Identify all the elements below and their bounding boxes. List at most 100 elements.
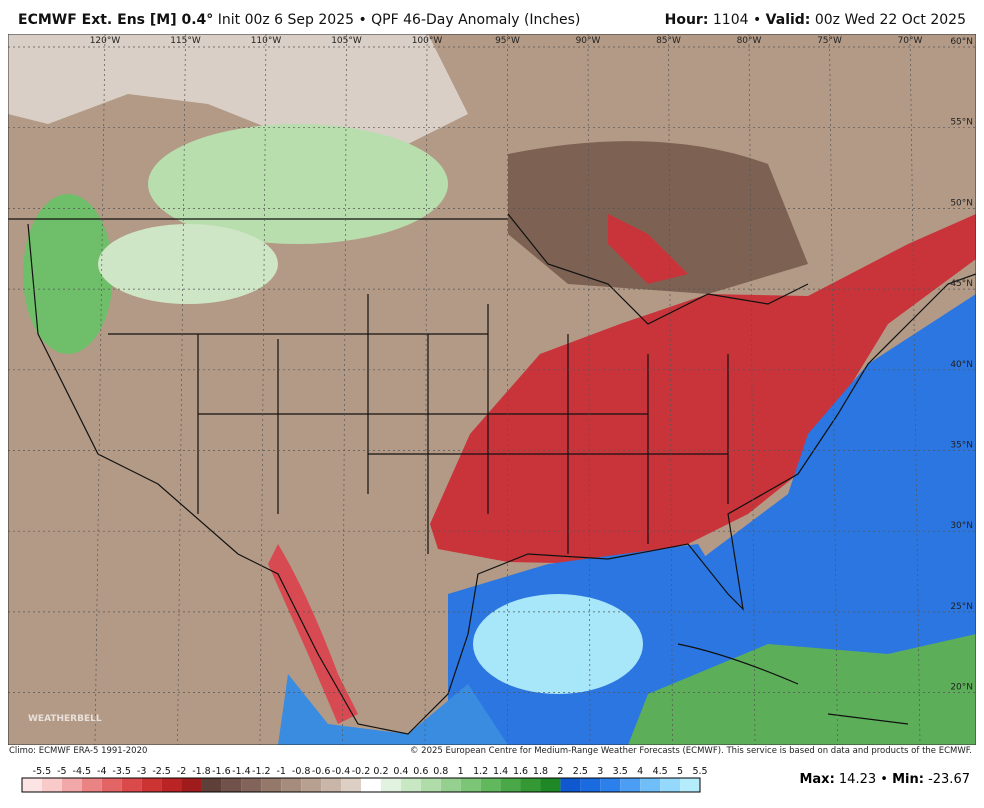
colorbar-label: -0.4: [332, 766, 351, 777]
colorbar-swatch: [101, 778, 122, 792]
meridian: [829, 34, 838, 745]
colorbar-swatch: [520, 778, 541, 792]
colorbar-label: -2: [177, 766, 186, 777]
colorbar-label: 4: [637, 766, 643, 777]
colorbar-swatch: [540, 778, 561, 792]
colorbar-swatch: [420, 778, 441, 792]
colorbar-label: 1.8: [533, 766, 548, 777]
colorbar-swatch: [361, 778, 381, 792]
colorbar-swatch: [161, 778, 182, 792]
colorbar-swatch: [81, 778, 102, 792]
colorbar: -5.5 -5 -4.5 -4 -3.5 -3 -2.5 -2 -1.8 -1.6 -1.4 -1.2…: [21, 766, 708, 793]
colorbar-label: -3.5: [112, 766, 131, 777]
colorbar-swatch: [221, 778, 242, 792]
max-label: Max:: [799, 772, 835, 787]
colorbar-label: -0.2: [352, 766, 371, 777]
colorbar-swatch: [660, 778, 681, 792]
colorbar-swatch: [600, 778, 621, 792]
hour: 1104 •: [712, 12, 762, 28]
longitude-label: 85°W: [656, 36, 681, 46]
field-red: [608, 214, 688, 284]
latitude-label: 50°N: [950, 198, 973, 208]
colorbar-label: -5: [57, 766, 66, 777]
meridian: [424, 34, 428, 745]
colorbar-swatch: [321, 778, 342, 792]
field-red: [268, 544, 358, 724]
colorbar-label: 0.2: [373, 766, 388, 777]
meridian: [668, 34, 673, 745]
colorbar-swatch: [141, 778, 162, 792]
copyright: © 2025 European Centre for Medium-Range …: [409, 746, 972, 756]
colorbar-swatch: [201, 778, 222, 792]
field-green: [98, 224, 278, 304]
colorbar-label: 4.5: [653, 766, 668, 777]
colorbar-swatch: [640, 778, 661, 792]
colorbar-swatch: [22, 778, 42, 792]
colorbar-swatch: [580, 778, 601, 792]
colorbar-label: -1.6: [212, 766, 231, 777]
colorbar-frame: [21, 777, 701, 793]
meridian: [587, 34, 591, 745]
latitude-label: 40°N: [950, 360, 973, 370]
colorbar-label: -1: [276, 766, 285, 777]
colorbar-swatch: [41, 778, 62, 792]
colorbar-label: 2: [557, 766, 563, 777]
colorbar-label: -1.4: [232, 766, 251, 777]
meridian: [909, 34, 921, 745]
colorbar-label: -1.8: [192, 766, 211, 777]
longitude-label: 115°W: [170, 36, 201, 46]
meridian: [259, 34, 267, 745]
model: ECMWF Ext. Ens [M] 0.4°: [18, 12, 214, 28]
colorbar-swatch: [440, 778, 461, 792]
field-dark: [508, 141, 808, 294]
hour-label: Hour:: [664, 12, 709, 28]
longitude-label: 95°W: [495, 36, 520, 46]
field-green: [148, 124, 448, 244]
meridian: [342, 34, 347, 745]
longitude-label: 120°W: [90, 36, 121, 46]
stats: Max: 14.23 • Min: -23.67: [799, 772, 970, 787]
colorbar-swatch: [281, 778, 302, 792]
colorbar-swatch: [620, 778, 641, 792]
colorbar-label: -0.6: [312, 766, 331, 777]
latitude-label: 45°N: [950, 279, 973, 289]
latitude-label: 30°N: [950, 521, 973, 531]
longitude-label: 100°W: [412, 36, 443, 46]
colorbar-label: 1.4: [493, 766, 508, 777]
meridian: [177, 34, 186, 745]
colorbar-swatch: [460, 778, 481, 792]
longitude-label: 110°W: [251, 36, 282, 46]
colorbar-swatch: [560, 778, 581, 792]
graticule: [8, 34, 976, 745]
colorbar-swatch: [400, 778, 421, 792]
colorbar-label: -4.5: [73, 766, 92, 777]
colorbar-label: 5.5: [692, 766, 707, 777]
field-blue: [278, 674, 508, 745]
coastlines: [8, 213, 976, 735]
valid-label: Valid:: [765, 12, 811, 28]
colorbar-label: -4: [97, 766, 106, 777]
latitude-label: 25°N: [950, 602, 973, 612]
latitude-label: 20°N: [950, 683, 973, 693]
field-cyan: [473, 594, 643, 694]
field-red: [430, 214, 976, 564]
min: -23.67: [928, 772, 970, 787]
colorbar-label: 0.6: [413, 766, 428, 777]
colorbar-label: -1.2: [252, 766, 271, 777]
longitude-label: 80°W: [737, 36, 762, 46]
colorbar-swatch: [480, 778, 501, 792]
colorbar-swatch: [121, 778, 142, 792]
colorbar-label: -3: [137, 766, 146, 777]
valid-info: Hour: 1104 • Valid: 00z Wed 22 Oct 2025: [665, 12, 966, 28]
longitude-label: 90°W: [576, 36, 601, 46]
colorbar-label: 0.4: [393, 766, 408, 777]
valid: 00z Wed 22 Oct 2025: [814, 12, 966, 28]
min-label: Min:: [892, 772, 924, 787]
field-light: [8, 34, 468, 154]
latitude-label: 55°N: [950, 118, 973, 128]
colorbar-swatch: [341, 778, 361, 792]
colorbar-swatch: [261, 778, 282, 792]
field-green: [628, 634, 976, 745]
colorbar-label: -5.5: [33, 766, 52, 777]
